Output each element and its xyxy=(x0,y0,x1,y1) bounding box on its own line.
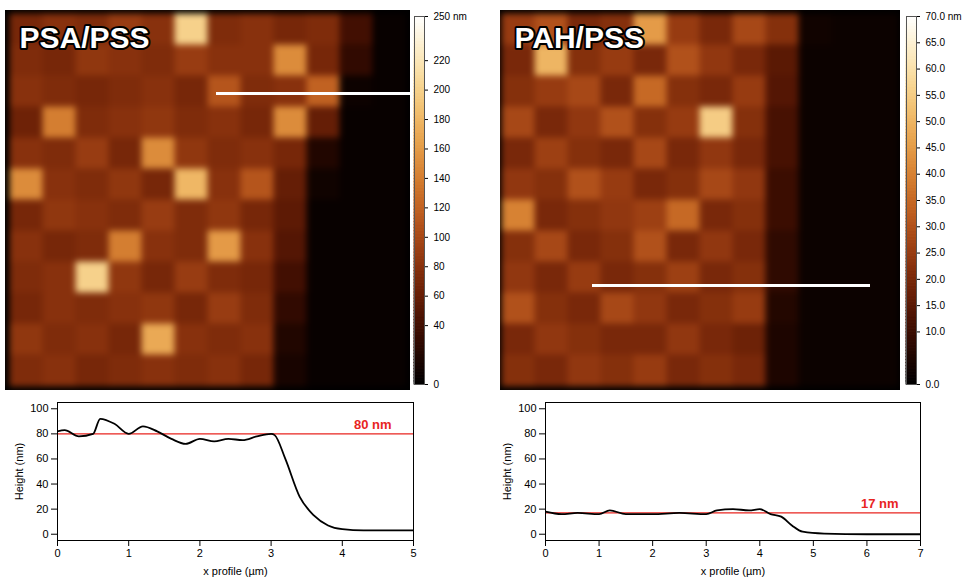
svg-text:Height (nm): Height (nm) xyxy=(501,443,513,500)
svg-text:45.0: 45.0 xyxy=(926,142,946,153)
svg-text:100: 100 xyxy=(30,402,48,414)
svg-text:40: 40 xyxy=(36,478,48,490)
svg-text:10.0: 10.0 xyxy=(926,326,946,337)
svg-text:0: 0 xyxy=(42,528,48,540)
svg-text:40.0: 40.0 xyxy=(926,168,946,179)
svg-text:4: 4 xyxy=(757,547,763,559)
svg-text:50.0: 50.0 xyxy=(926,116,946,127)
svg-text:100: 100 xyxy=(434,232,451,243)
svg-text:x profile (µm): x profile (µm) xyxy=(203,565,267,577)
svg-text:4: 4 xyxy=(339,547,345,559)
svg-text:200: 200 xyxy=(434,84,451,95)
svg-text:80: 80 xyxy=(434,261,446,272)
svg-text:0: 0 xyxy=(542,547,548,559)
svg-text:80: 80 xyxy=(524,427,536,439)
svg-text:0: 0 xyxy=(530,528,536,540)
svg-text:25.0: 25.0 xyxy=(926,247,946,258)
svg-text:100: 100 xyxy=(518,402,536,414)
svg-text:20: 20 xyxy=(36,503,48,515)
svg-text:Height (nm): Height (nm) xyxy=(13,443,25,500)
svg-text:70.0 nm: 70.0 nm xyxy=(926,11,962,22)
svg-text:0.0: 0.0 xyxy=(926,379,940,390)
svg-text:20.0: 20.0 xyxy=(926,274,946,285)
svg-text:180: 180 xyxy=(434,114,451,125)
svg-text:20: 20 xyxy=(524,503,536,515)
svg-text:220: 220 xyxy=(434,55,451,66)
svg-text:250 nm: 250 nm xyxy=(434,11,467,22)
svg-text:3: 3 xyxy=(268,547,274,559)
svg-text:5: 5 xyxy=(810,547,816,559)
svg-text:120: 120 xyxy=(434,202,451,213)
svg-text:3: 3 xyxy=(703,547,709,559)
svg-text:160: 160 xyxy=(434,143,451,154)
svg-text:60: 60 xyxy=(36,452,48,464)
svg-text:60: 60 xyxy=(434,290,446,301)
svg-text:PAH/PSS: PAH/PSS xyxy=(515,21,644,54)
svg-text:15.0: 15.0 xyxy=(926,300,946,311)
svg-text:60: 60 xyxy=(524,452,536,464)
svg-text:55.0: 55.0 xyxy=(926,90,946,101)
svg-text:0: 0 xyxy=(434,379,440,390)
svg-text:2: 2 xyxy=(197,547,203,559)
svg-text:0: 0 xyxy=(54,547,60,559)
svg-text:65.0: 65.0 xyxy=(926,37,946,48)
svg-text:40: 40 xyxy=(434,320,446,331)
svg-text:35.0: 35.0 xyxy=(926,195,946,206)
svg-text:80: 80 xyxy=(36,427,48,439)
svg-text:140: 140 xyxy=(434,173,451,184)
svg-text:30.0: 30.0 xyxy=(926,221,946,232)
svg-text:PSA/PSS: PSA/PSS xyxy=(20,21,150,54)
svg-text:5: 5 xyxy=(410,547,416,559)
svg-text:60.0: 60.0 xyxy=(926,63,946,74)
svg-text:6: 6 xyxy=(864,547,870,559)
svg-text:1: 1 xyxy=(126,547,132,559)
svg-text:40: 40 xyxy=(524,478,536,490)
svg-text:7: 7 xyxy=(917,547,923,559)
svg-text:17 nm: 17 nm xyxy=(861,496,899,511)
svg-text:x profile (µm): x profile (µm) xyxy=(701,565,765,577)
svg-text:2: 2 xyxy=(650,547,656,559)
svg-text:80 nm: 80 nm xyxy=(354,417,392,432)
svg-text:1: 1 xyxy=(596,547,602,559)
